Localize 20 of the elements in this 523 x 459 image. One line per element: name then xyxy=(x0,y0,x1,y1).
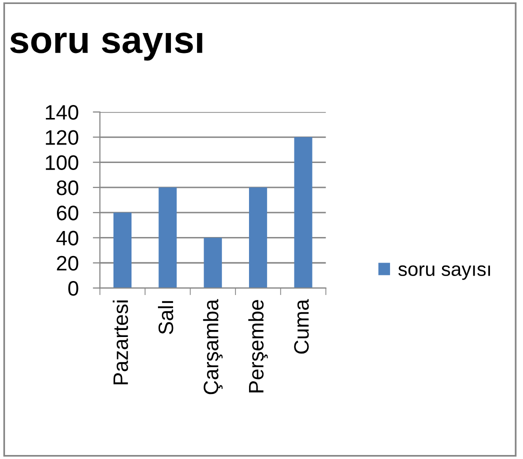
bar xyxy=(113,212,132,288)
y-tick-label: 0 xyxy=(68,281,78,296)
bar xyxy=(294,137,312,288)
y-tick-label: 60 xyxy=(56,206,78,220)
x-tick-label: Perşembe xyxy=(248,300,268,392)
x-tick-label: Salı xyxy=(158,301,174,334)
x-tick-label: Çarşamba xyxy=(203,299,223,394)
y-tick-label: 140 xyxy=(46,104,78,120)
legend-label: soru sayısı xyxy=(398,265,490,280)
bar xyxy=(249,187,268,288)
x-tick-label: Cuma xyxy=(294,299,309,354)
y-tick-label: 20 xyxy=(56,256,78,271)
bar xyxy=(204,238,222,288)
x-tick-label: Pazartesi xyxy=(112,300,128,384)
y-tick-label: 80 xyxy=(56,180,78,196)
y-tick-label: 120 xyxy=(46,130,78,145)
y-tick-label: 100 xyxy=(46,155,78,170)
bar xyxy=(158,187,177,288)
chart-title: soru sayısı xyxy=(10,32,202,61)
y-tick-label: 40 xyxy=(56,230,78,246)
